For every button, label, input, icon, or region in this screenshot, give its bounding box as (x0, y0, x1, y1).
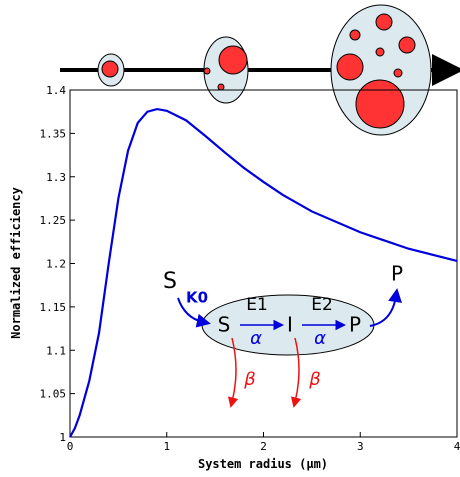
y-tick-label: 1.3 (46, 171, 66, 184)
scheme-label: K0 (186, 289, 208, 307)
y-tick-label: 1.35 (40, 127, 67, 140)
x-tick-label: 3 (357, 440, 364, 453)
scheme-label: α (314, 328, 326, 349)
scheme-label: P (349, 313, 361, 337)
y-tick-label: 1.2 (46, 258, 66, 271)
x-tick-label: 4 (454, 440, 460, 453)
line (69, 107, 458, 438)
x-axis-label: System radius (µm) (198, 457, 328, 471)
scheme-label: E2 (311, 295, 333, 315)
y-tick-label: 1.15 (40, 301, 67, 314)
scheme-label: S (163, 269, 177, 294)
scheme-label: α (250, 328, 262, 349)
scheme-label: P (391, 262, 403, 286)
scheme (177, 288, 403, 408)
y-tick-label: 1.25 (40, 214, 67, 227)
scheme-label: E1 (246, 295, 268, 315)
y-tick-label: 1.4 (46, 84, 66, 97)
x-tick-label: 1 (163, 440, 170, 453)
y-tick-label: 1.1 (46, 344, 66, 357)
y-axis-label: Normalized efficiency (9, 187, 23, 339)
y-tick-label: 1 (59, 431, 66, 444)
scheme-label: S (218, 313, 231, 337)
y-tick-label: 1.05 (40, 388, 67, 401)
x-tick-label: 0 (67, 440, 74, 453)
scheme-label: I (287, 313, 293, 337)
scheme-label: β (308, 369, 321, 390)
growth-illustration (60, 4, 460, 136)
scheme-label: β (243, 369, 256, 390)
x-tick-label: 2 (260, 440, 267, 453)
